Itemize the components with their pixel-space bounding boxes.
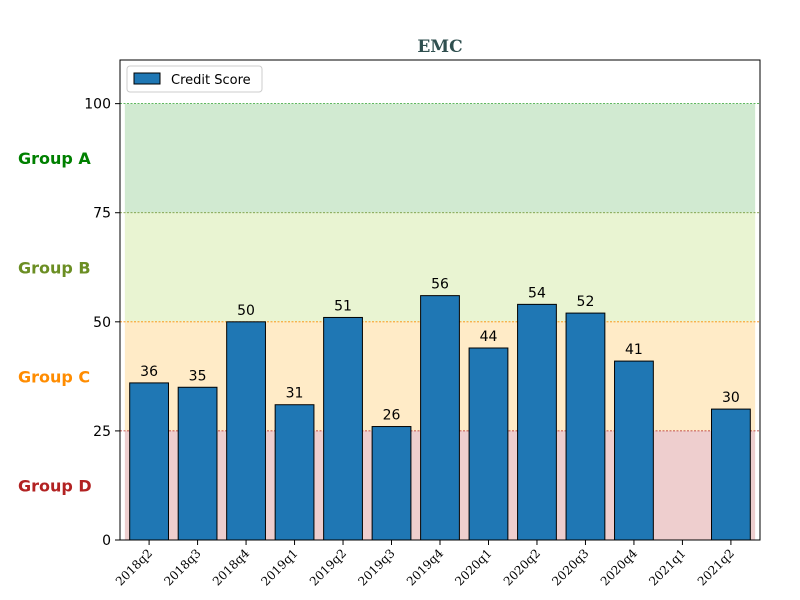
bar-value-labels: 36 35 50 31 51 26 56 44 54 52 41 30	[140, 277, 740, 424]
y-tick-label: 50	[93, 315, 111, 331]
bar-value-label-2019q4: 56	[431, 277, 449, 293]
group-label-group-b: Group B	[18, 258, 91, 277]
x-tick-label: 2021q1	[646, 546, 688, 588]
group-label-group-c: Group C	[18, 367, 90, 386]
bar-value-label-2019q3: 26	[383, 408, 401, 424]
bar-2018q2	[129, 382, 169, 541]
y-tick-label: 100	[84, 97, 111, 113]
bar-value-label-2020q2: 54	[528, 285, 546, 301]
legend-swatch-credit-score	[133, 72, 161, 85]
group-label-group-d: Group D	[18, 476, 92, 495]
bar-value-label-2020q1: 44	[480, 329, 498, 345]
y-tick-label: 25	[93, 424, 111, 440]
group-label-group-a: Group A	[18, 149, 91, 168]
bar-2019q4	[420, 295, 460, 541]
bar-value-label-2020q4: 41	[625, 342, 643, 358]
bar-2020q1	[468, 347, 509, 541]
bar-2018q3	[177, 386, 218, 541]
x-tick-label: 2018q3	[161, 546, 203, 588]
bar-2020q2	[517, 303, 557, 541]
bar-2019q3	[371, 426, 412, 541]
bar-value-label-2021q2: 30	[722, 390, 740, 406]
x-tick-label: 2019q2	[307, 546, 349, 588]
x-tick-label: 2019q3	[355, 546, 397, 588]
bar-value-label-2018q2: 36	[140, 364, 158, 380]
bars	[129, 295, 751, 541]
legend-label-credit-score: Credit Score	[171, 73, 251, 88]
bar-2019q1	[274, 404, 315, 541]
x-tick-label: 2020q1	[452, 546, 494, 588]
y-tick-label: 0	[102, 533, 111, 549]
bar-2021q2	[711, 408, 751, 541]
x-tick-label: 2020q4	[598, 546, 641, 589]
x-tick-label: 2018q4	[210, 546, 253, 589]
bar-2018q4	[226, 321, 266, 541]
legend-box	[126, 65, 263, 93]
x-axis: 2018q2 2018q3 2018q4 2019q1 2019q2 2019q3 2019…	[113, 540, 737, 589]
bar-value-label-2020q3: 52	[577, 294, 595, 310]
bar-2019q2	[323, 316, 363, 541]
chart-title: EMC	[417, 37, 462, 57]
x-tick-label: 2021q2	[695, 546, 737, 588]
x-tick-label: 2020q2	[501, 546, 543, 588]
bar-2020q4	[614, 360, 654, 541]
legend: Credit Score	[126, 65, 263, 93]
x-tick-label: 2018q2	[113, 546, 155, 588]
y-tick-label: 75	[93, 206, 111, 222]
bar-2020q3	[565, 312, 606, 541]
bar-value-label-2019q2: 51	[334, 298, 352, 314]
x-tick-label: 2019q1	[258, 546, 300, 588]
bar-value-label-2018q4: 50	[237, 303, 255, 319]
y-axis: 0 25 50 75 100	[84, 97, 120, 549]
band-group-a	[124, 103, 756, 213]
bar-value-label-2019q1: 31	[286, 386, 304, 402]
group-labels: Group A Group B Group C Group D	[18, 149, 92, 495]
x-tick-label: 2019q4	[404, 546, 447, 589]
bar-value-label-2018q3: 35	[189, 368, 207, 384]
x-tick-label: 2020q3	[549, 546, 591, 588]
